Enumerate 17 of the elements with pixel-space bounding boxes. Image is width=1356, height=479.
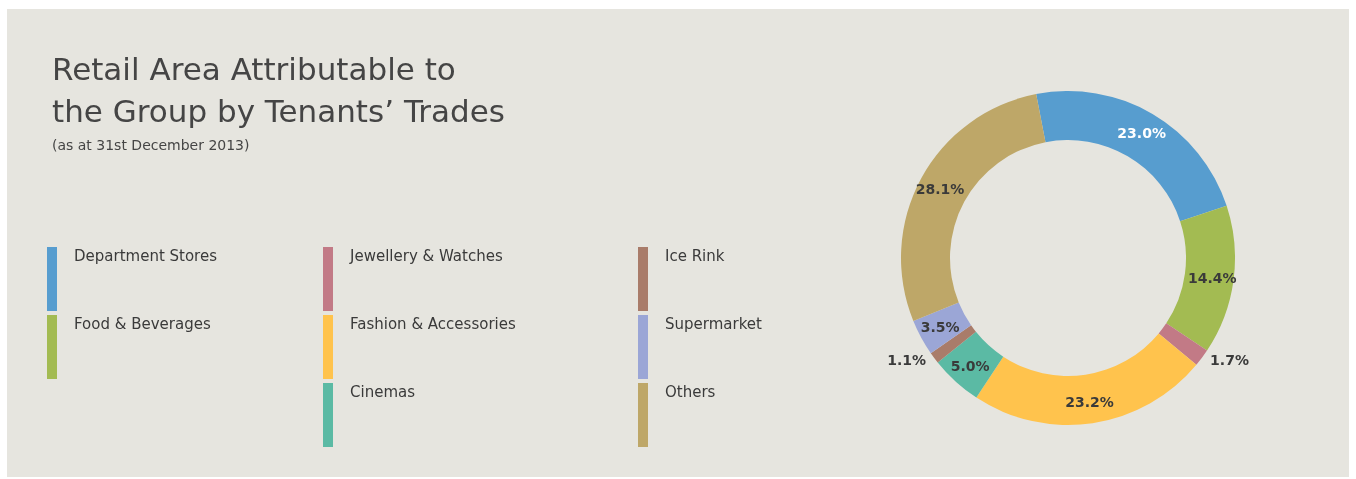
legend-label: Cinemas <box>350 383 415 401</box>
data-label: 3.5% <box>920 319 960 336</box>
text: (as at 31st December 2013) <box>52 137 250 153</box>
legend-label: Jewellery & Watches <box>350 247 503 265</box>
data-label: 1.7% <box>1210 352 1249 369</box>
data-label: 1.1% <box>887 352 926 369</box>
legend-label: Department Stores <box>74 247 217 265</box>
data-label: 23.2% <box>1065 393 1114 410</box>
legend-label: Others <box>665 383 716 401</box>
chart-title: Retail Area Attributable to the Group by Tenants’ Trades <box>52 51 505 129</box>
legend-label: Fashion & Accessories <box>350 315 516 333</box>
legend-label: Food & Beverages <box>74 315 211 333</box>
data-label: 23.0% <box>1117 124 1166 141</box>
data-label: 5.0% <box>950 357 990 374</box>
legend-label: Ice Rink <box>665 247 725 265</box>
data-label: 28.1% <box>915 180 965 197</box>
legend-label: Supermarket <box>665 315 762 333</box>
